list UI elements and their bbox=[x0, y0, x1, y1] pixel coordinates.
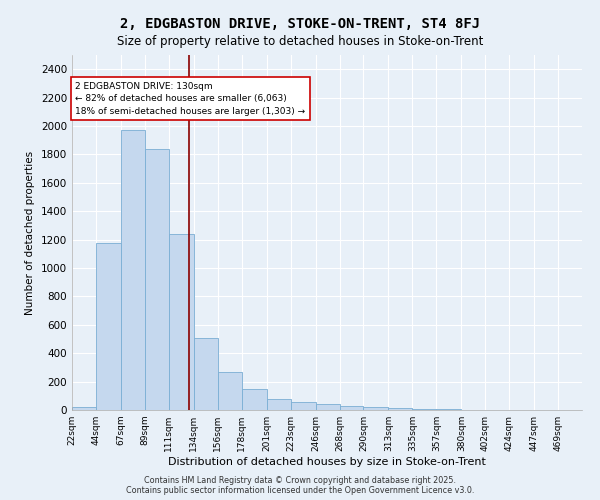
Bar bbox=[364, 408, 388, 410]
Bar bbox=[242, 390, 266, 410]
Bar bbox=[316, 404, 340, 410]
Bar bbox=[169, 234, 194, 410]
Bar bbox=[96, 243, 121, 410]
Text: 2 EDGBASTON DRIVE: 130sqm
← 82% of detached houses are smaller (6,063)
18% of se: 2 EDGBASTON DRIVE: 130sqm ← 82% of detac… bbox=[75, 82, 305, 116]
Bar bbox=[121, 130, 145, 410]
Bar bbox=[218, 372, 242, 410]
Bar bbox=[340, 406, 364, 410]
Bar bbox=[72, 407, 96, 410]
Y-axis label: Number of detached properties: Number of detached properties bbox=[25, 150, 35, 314]
Bar bbox=[290, 402, 316, 410]
Bar bbox=[266, 398, 290, 410]
Text: Contains HM Land Registry data © Crown copyright and database right 2025.: Contains HM Land Registry data © Crown c… bbox=[144, 476, 456, 485]
X-axis label: Distribution of detached houses by size in Stoke-on-Trent: Distribution of detached houses by size … bbox=[168, 457, 486, 467]
Bar bbox=[194, 338, 218, 410]
Text: 2, EDGBASTON DRIVE, STOKE-ON-TRENT, ST4 8FJ: 2, EDGBASTON DRIVE, STOKE-ON-TRENT, ST4 … bbox=[120, 18, 480, 32]
Text: Size of property relative to detached houses in Stoke-on-Trent: Size of property relative to detached ho… bbox=[117, 35, 483, 48]
Bar bbox=[388, 408, 412, 410]
Bar bbox=[412, 409, 436, 410]
Bar bbox=[145, 148, 169, 410]
Text: Contains public sector information licensed under the Open Government Licence v3: Contains public sector information licen… bbox=[126, 486, 474, 495]
